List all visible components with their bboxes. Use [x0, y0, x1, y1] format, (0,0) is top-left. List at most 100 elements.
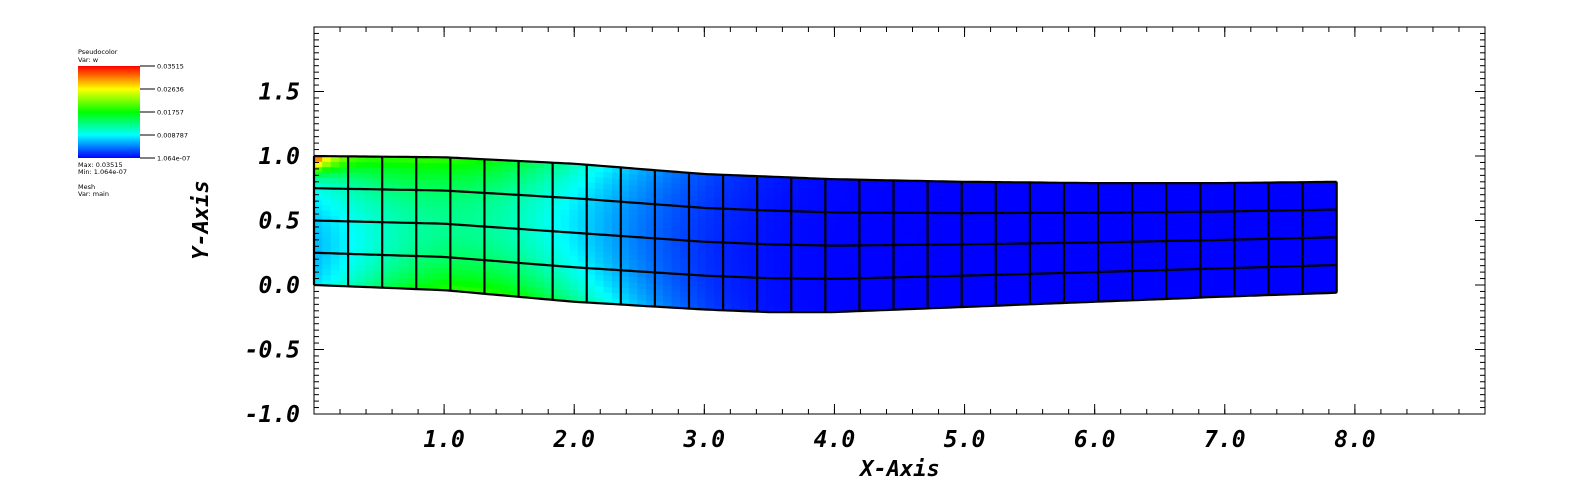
pseudocolor-cell [373, 178, 383, 185]
pseudocolor-cell [356, 242, 366, 250]
pseudocolor-cell [697, 291, 707, 299]
pseudocolor-cell [944, 259, 954, 266]
pseudocolor-cell [390, 271, 400, 278]
pseudocolor-cell [560, 202, 571, 210]
pseudocolor-cell [560, 179, 571, 187]
pseudocolor-cell [697, 224, 707, 231]
pseudocolor-cell [739, 299, 749, 306]
pseudocolor-cell [1234, 187, 1244, 193]
pseudocolor-cell [901, 265, 911, 273]
pseudocolor-cell [543, 201, 553, 209]
pseudocolor-cell [611, 292, 622, 300]
pseudocolor-cell [705, 213, 715, 220]
pseudocolor-cell [552, 248, 562, 256]
pseudocolor-cell [705, 297, 715, 305]
pseudocolor-cell [424, 200, 434, 208]
pseudocolor-cell [765, 226, 775, 234]
pseudocolor-cell [833, 217, 843, 224]
pseudocolor-cell [1165, 187, 1176, 193]
pseudocolor-cell [961, 202, 971, 209]
pseudocolor-cell [952, 191, 963, 198]
pseudocolor-cell [458, 235, 468, 243]
pseudocolor-cell [731, 186, 741, 193]
pseudocolor-cell [995, 284, 1005, 291]
pseudocolor-cell [1302, 228, 1312, 234]
pseudocolor-cell [910, 228, 920, 235]
pseudocolor-cell [714, 185, 724, 193]
pseudocolor-cell [628, 173, 639, 181]
pseudocolor-cell [628, 213, 639, 221]
pseudocolor-cell [347, 210, 357, 217]
pseudocolor-cell [1038, 187, 1048, 193]
pseudocolor-cell [543, 253, 553, 261]
pseudocolor-cell [859, 288, 869, 296]
pseudocolor-cell [1072, 222, 1082, 229]
pseudocolor-cell [697, 195, 707, 203]
pseudocolor-cell [356, 161, 366, 168]
pseudocolor-cell [935, 286, 945, 293]
pseudocolor-cell [995, 228, 1005, 234]
pseudocolor-cell [1123, 202, 1133, 208]
pseudocolor-cell [1165, 245, 1176, 252]
pseudocolor-cell [1234, 248, 1244, 255]
pseudocolor-cell [961, 259, 971, 266]
pseudocolor-cell [782, 221, 792, 229]
pseudocolor-cell [313, 230, 323, 238]
pseudocolor-cell [1268, 257, 1278, 263]
pseudocolor-cell [1038, 217, 1048, 224]
pseudocolor-cell [1242, 191, 1252, 198]
pseudocolor-cell [876, 261, 886, 268]
pseudocolor-cell [663, 193, 673, 201]
pseudocolor-cell [680, 194, 690, 202]
pseudocolor-cell [526, 166, 536, 174]
pseudocolor-cell [518, 239, 528, 247]
pseudocolor-cell [833, 294, 843, 302]
pseudocolor-cell [748, 265, 758, 273]
pseudocolor-cell [1174, 216, 1184, 222]
pseudocolor-cell [577, 175, 588, 183]
pseudocolor-cell [611, 286, 622, 294]
pseudocolor-cell [842, 261, 852, 268]
pseudocolor-cell [1319, 251, 1329, 257]
pseudocolor-cell [1276, 242, 1286, 249]
pseudocolor-cell [986, 279, 997, 286]
pseudocolor-cell [424, 178, 434, 186]
pseudocolor-cell [1089, 187, 1099, 194]
pseudocolor-cell [1106, 285, 1116, 292]
pseudocolor-cell [1157, 192, 1167, 198]
pseudocolor-cell [347, 231, 357, 239]
pseudocolor-cell [756, 294, 767, 302]
pseudocolor-cell [1029, 227, 1039, 234]
pseudocolor-cell [535, 275, 545, 283]
pseudocolor-cell [1319, 278, 1329, 285]
pseudocolor-cell [927, 281, 937, 288]
pseudocolor-cell [748, 299, 758, 307]
pseudocolor-cell [1003, 192, 1014, 198]
pseudocolor-cell [842, 195, 852, 202]
pseudocolor-cell [1097, 251, 1107, 258]
pseudocolor-cell [705, 258, 715, 266]
pseudocolor-cell [407, 200, 417, 207]
pseudocolor-cell [441, 212, 451, 219]
pseudocolor-cell [1319, 227, 1329, 234]
pseudocolor-cell [356, 232, 366, 239]
pseudocolor-cell [765, 249, 775, 257]
pseudocolor-cell [773, 227, 784, 234]
pseudocolor-cell [1020, 248, 1031, 255]
pseudocolor-cell [475, 270, 485, 278]
pseudocolor-cell [509, 284, 519, 292]
pseudocolor-cell [944, 265, 954, 272]
pseudocolor-cell [995, 294, 1005, 301]
pseudocolor-cell [373, 237, 383, 245]
pseudocolor-cell [1276, 280, 1286, 286]
pseudocolor-cell [611, 177, 622, 185]
x-tick-label: 8.0 [1334, 427, 1376, 453]
pseudocolor-cell [518, 211, 528, 219]
pseudocolor-cell [1157, 274, 1167, 281]
pseudocolor-cell [824, 184, 835, 191]
pseudocolor-cell [671, 210, 681, 218]
pseudocolor-cell [731, 248, 741, 255]
pseudocolor-cell [722, 253, 732, 261]
pseudocolor-cell [816, 289, 826, 296]
pseudocolor-cell [705, 196, 715, 204]
